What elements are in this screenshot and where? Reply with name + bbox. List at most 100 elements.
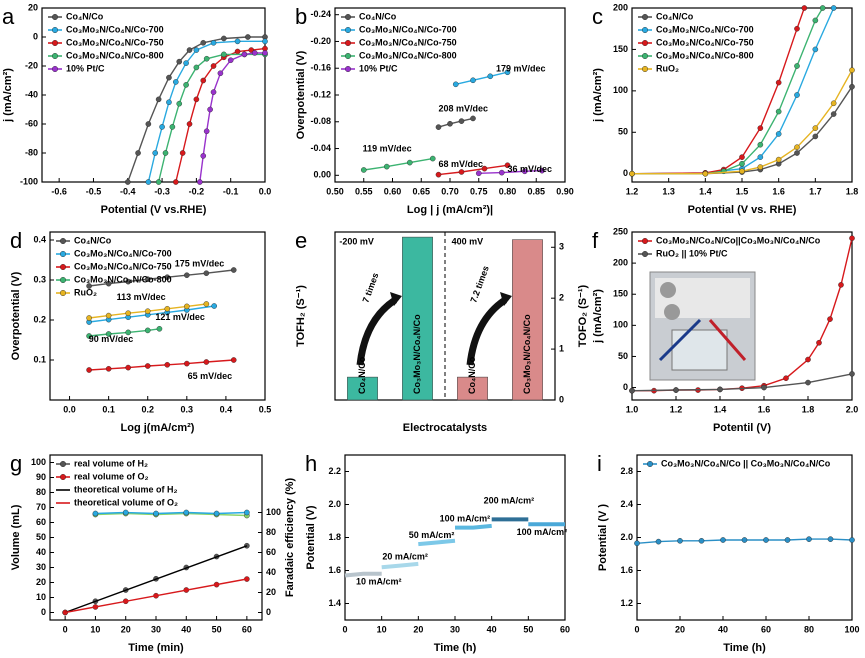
data-point — [816, 339, 822, 346]
data-point — [186, 121, 193, 127]
data-point — [144, 363, 151, 369]
x-tick-label: 2.0 — [846, 404, 859, 414]
legend-marker — [345, 53, 352, 60]
data-point — [251, 50, 258, 56]
data-point — [761, 384, 767, 391]
bar — [512, 239, 543, 401]
plot-frame — [49, 231, 266, 401]
annotation: 179 mV/dec — [496, 63, 546, 73]
series-line — [455, 71, 508, 85]
data-point — [169, 124, 176, 130]
y-tick-label: 2.0 — [620, 532, 633, 542]
data-point — [830, 5, 837, 11]
y-tick-label: 1.6 — [328, 565, 341, 575]
y-tick-label: 1.2 — [620, 598, 633, 608]
data-point — [193, 64, 200, 71]
data-point — [166, 74, 172, 81]
y-tick-label: 50 — [618, 127, 628, 137]
data-point — [262, 38, 268, 45]
x-axis-label: Potential (V vs. RHE) — [688, 204, 797, 216]
y2-tick-label: 80 — [266, 527, 276, 537]
x-tick-label: 0.75 — [470, 186, 488, 196]
data-point — [849, 235, 855, 242]
x-axis-label: Potential (V vs.RHE) — [101, 204, 207, 216]
annotation: 10 mA/cm² — [356, 576, 402, 586]
x-axis-label: Log | j (mA/cm²)| — [407, 204, 493, 216]
data-point — [849, 67, 855, 73]
y2-tick-label: 2 — [559, 293, 564, 303]
x-axis-label: Electrocatalysts — [403, 422, 487, 434]
legend-label: Co₃Mo₃N/Co₄N/Co-700 — [66, 24, 164, 34]
data-point — [629, 387, 635, 394]
y-tick-label: 0 — [41, 607, 46, 617]
data-point — [230, 357, 237, 363]
data-point — [172, 79, 179, 85]
series-line — [438, 164, 508, 176]
y-tick-label: -20 — [25, 60, 38, 70]
data-point — [849, 371, 855, 377]
legend-label: theoretical volume of O₂ — [74, 497, 178, 507]
legend-label: Co₃Mo₃N/Co₄N/Co || Co₃Mo₃N/Co₄N/Co — [661, 458, 831, 468]
legend-label: Co₃Mo₃N/Co₄N/Co-700 — [656, 24, 754, 34]
annotation: 200 mA/cm² — [484, 496, 535, 506]
data-point — [805, 356, 811, 363]
data-point — [775, 156, 782, 163]
x-tick-label: -0.4 — [120, 186, 136, 196]
annotation: 65 mV/dec — [188, 371, 233, 381]
data-point — [210, 40, 217, 46]
y-tick-label: -0.20 — [310, 36, 331, 46]
data-point — [849, 83, 855, 90]
x-tick-label: 50 — [523, 624, 533, 634]
data-point — [164, 305, 171, 312]
data-point — [221, 51, 227, 58]
y-tick-label: 20 — [36, 577, 46, 587]
data-point — [144, 276, 151, 283]
annotation: 113 mV/dec — [117, 292, 166, 302]
legend-marker — [642, 65, 649, 72]
data-point — [406, 159, 413, 166]
x-tick-label: -0.6 — [51, 186, 67, 196]
data-point — [698, 538, 705, 544]
data-point — [125, 310, 131, 317]
panel-label: g — [10, 451, 22, 476]
data-point — [262, 50, 268, 56]
series-line — [64, 545, 248, 614]
data-point — [184, 303, 190, 310]
series-line — [455, 523, 492, 530]
data-point — [221, 35, 227, 42]
y2-tick-label: 100 — [266, 507, 281, 517]
legend-label: RuO₂ || 10% Pt/C — [656, 248, 728, 258]
x-tick-label: 30 — [450, 624, 460, 634]
data-point — [203, 301, 210, 307]
y-tick-label: 70 — [36, 502, 46, 512]
data-point — [784, 537, 791, 543]
legend-label: Co₄N/Co — [656, 11, 694, 21]
data-point — [757, 125, 764, 131]
x-tick-label: 0.50 — [326, 186, 344, 196]
data-point — [186, 47, 193, 53]
y-tick-label: 100 — [31, 457, 46, 467]
data-point — [435, 171, 442, 178]
plot-frame — [334, 231, 556, 401]
legend-label: Co₄N/Co — [66, 11, 104, 21]
data-point — [634, 540, 640, 547]
legend-marker — [345, 27, 352, 34]
arrow — [356, 297, 398, 366]
series-line — [157, 53, 265, 183]
x-tick-label: 1.4 — [714, 404, 727, 414]
data-point — [717, 386, 723, 393]
annotation: 36 mV/dec — [508, 164, 553, 174]
y-tick-label: -100 — [20, 176, 38, 186]
data-point — [757, 154, 764, 160]
data-point — [176, 58, 183, 65]
y-tick-label: -0.16 — [310, 63, 331, 73]
y2-tick-label: 0 — [559, 394, 564, 404]
plot-frame — [631, 231, 853, 401]
x-tick-label: 1.8 — [846, 186, 859, 196]
data-point — [498, 169, 505, 176]
panel-label: b — [295, 4, 307, 29]
data-point — [244, 509, 250, 516]
data-point — [812, 17, 819, 24]
data-point — [819, 5, 826, 11]
data-point — [794, 144, 800, 150]
